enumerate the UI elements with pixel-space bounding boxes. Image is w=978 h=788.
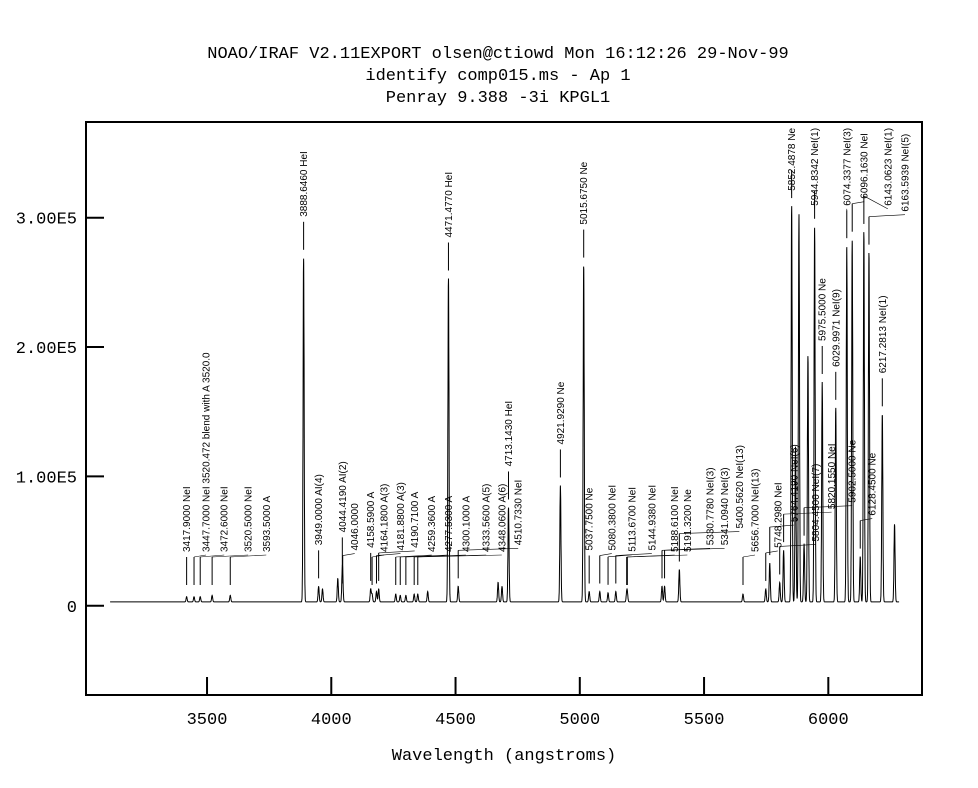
line-id-leader bbox=[627, 554, 688, 558]
line-id-label: 4300.1000 A bbox=[461, 496, 472, 552]
line-id-label: 3888.6460 HeI bbox=[299, 151, 310, 217]
line-id-label: 4181.8800 A(3) bbox=[396, 482, 407, 550]
line-id-label: 5656.7000 NeI(13) bbox=[751, 469, 762, 552]
line-id-label: 5144.9380 NeI bbox=[647, 485, 658, 551]
line-id-label: 5015.6750 Ne bbox=[579, 161, 590, 224]
line-id-leader bbox=[679, 531, 740, 534]
line-id-label: 5902.5000 Ne bbox=[848, 439, 859, 502]
line-id-leader bbox=[860, 518, 873, 521]
line-id-leader bbox=[779, 544, 816, 547]
y-tick-label: 0 bbox=[67, 599, 77, 618]
line-id-label: 5852.4878 Ne bbox=[787, 128, 798, 191]
y-tick-label: 3.00E5 bbox=[16, 211, 77, 230]
line-id-leader bbox=[342, 553, 355, 556]
line-id-label: 5804.4500 NeI(7) bbox=[811, 464, 822, 542]
line-id-leader bbox=[664, 548, 725, 551]
y-tick-label: 2.00E5 bbox=[16, 340, 77, 359]
line-id-leader bbox=[783, 511, 832, 515]
line-id-label: 6096.1630 NeI bbox=[860, 133, 871, 199]
line-id-label: 5764.4190 NeI(6) bbox=[789, 444, 800, 522]
line-id-label: 6143.0623 NeI(1) bbox=[883, 128, 894, 206]
line-id-label: 4259.3600 A bbox=[427, 496, 438, 552]
line-id-label: 6029.9971 NeI(9) bbox=[831, 289, 842, 367]
chart-title-line-3: Penray 9.388 -3i KPGL1 bbox=[386, 89, 610, 108]
line-id-label: 6163.5939 NeI(5) bbox=[901, 134, 912, 212]
line-id-label: 4471.4770 HeI bbox=[444, 172, 455, 238]
x-tick-label: 3500 bbox=[187, 711, 228, 730]
line-id-label: 5975.5000 Ne bbox=[818, 278, 829, 341]
line-id-label: 5748.2980 NeI bbox=[773, 482, 784, 548]
chart-title-line-1: NOAO/IRAF V2.11EXPORT olsen@ctiowd Mon 1… bbox=[207, 45, 789, 64]
line-id-label: 5113.6700 NeI bbox=[628, 487, 639, 552]
chart-title-line-2: identify comp015.ms - Ap 1 bbox=[365, 67, 630, 86]
line-id-leader bbox=[417, 554, 502, 558]
line-id-leader bbox=[852, 201, 865, 205]
line-id-label: 5400.5620 NeI(13) bbox=[735, 445, 746, 528]
line-id-leader bbox=[804, 505, 853, 508]
line-id-label: 3472.6000 NeI bbox=[220, 486, 231, 552]
line-id-leader bbox=[599, 553, 612, 556]
line-id-label: 5191.3200 Ne bbox=[683, 489, 694, 552]
line-id-label: 4277.5300 A bbox=[444, 496, 455, 552]
y-axis: 0 1.00E5 2.00E5 3.00E5 bbox=[16, 211, 104, 618]
x-tick-label: 5000 bbox=[559, 711, 600, 730]
line-id-leader bbox=[868, 214, 905, 217]
line-id-leader bbox=[765, 550, 778, 554]
line-id-label: 3520.5000 NeI bbox=[244, 486, 255, 552]
line-id-label: 4158.5900 A bbox=[366, 491, 377, 547]
line-id-label: 4044.4190 AI(2) bbox=[338, 461, 349, 532]
line-id-label: 4348.0600 A(6) bbox=[497, 484, 508, 552]
x-axis: 3500 4000 4500 5000 5500 6000 bbox=[187, 677, 849, 730]
y-tick-label: 1.00E5 bbox=[16, 469, 77, 488]
plot-frame bbox=[85, 121, 923, 696]
line-id-leader bbox=[200, 554, 225, 558]
line-id-label: 4713.1430 HeI bbox=[504, 401, 515, 467]
line-id-label: 5341.0940 NeI(3) bbox=[720, 467, 731, 545]
line-id-leader bbox=[378, 550, 415, 554]
line-id-label: 5080.3800 NeI bbox=[607, 485, 618, 551]
line-id-label: 6217.2813 NeI(1) bbox=[878, 295, 889, 373]
line-id-label: 6074.3377 NeI(3) bbox=[842, 128, 853, 206]
x-tick-label: 4500 bbox=[435, 711, 476, 730]
line-id-label: 4190.7100 A bbox=[410, 491, 421, 547]
line-id-label: 6128.4500 Ne bbox=[868, 452, 879, 515]
x-tick-label: 5500 bbox=[684, 711, 725, 730]
line-id-leader bbox=[742, 554, 756, 558]
line-id-label: 5037.7500 Ne bbox=[585, 487, 596, 550]
line-id-label: 4046.0000 bbox=[350, 503, 361, 551]
line-id-label: 3949.0000 AI(4) bbox=[314, 474, 325, 545]
x-tick-label: 6000 bbox=[808, 711, 849, 730]
line-id-leader bbox=[608, 554, 633, 558]
line-id-leader bbox=[376, 553, 401, 556]
line-id-label: 3447.7000 NeI 3520.472 blend with A 3520… bbox=[202, 352, 213, 552]
line-id-label: 4333.5600 A(5) bbox=[482, 484, 493, 552]
line-id-label: 5944.8342 NeI(1) bbox=[810, 128, 821, 206]
line-id-label: 4921.9290 Ne bbox=[556, 381, 567, 444]
line-id-label: 5820.1550 NeI bbox=[827, 443, 838, 509]
line-id-label: 3593.5000 A bbox=[262, 496, 273, 552]
line-id-leader bbox=[212, 554, 249, 558]
line-identifications: 3417.9000 NeI 3447.7000 NeI 3520.472 blen… bbox=[182, 128, 912, 585]
line-id-leader bbox=[458, 548, 519, 551]
line-id-label: 4164.1800 A(3) bbox=[380, 484, 391, 552]
line-id-label: 5330.7780 NeI(3) bbox=[706, 467, 717, 545]
line-id-label: 5188.6100 NeI bbox=[670, 486, 681, 552]
line-id-leader bbox=[863, 195, 889, 210]
spectrum-line bbox=[110, 206, 900, 603]
line-id-label: 4510.7330 NeI bbox=[514, 480, 525, 546]
line-id-leader bbox=[769, 524, 794, 528]
x-axis-label: Wavelength (angstroms) bbox=[392, 747, 616, 766]
line-id-leader bbox=[193, 554, 207, 558]
line-id-label: 3417.9000 NeI bbox=[182, 486, 193, 552]
x-tick-label: 4000 bbox=[311, 711, 352, 730]
line-id-leader bbox=[230, 554, 267, 558]
line-id-leader bbox=[615, 553, 652, 556]
